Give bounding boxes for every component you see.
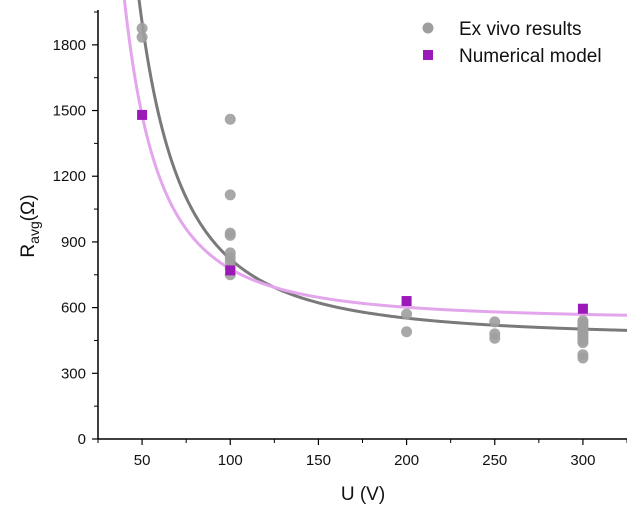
x-tick-label-1: 100 [218,452,243,469]
x-tick-label-5: 300 [570,452,595,469]
y-tick-label-1: 300 [61,365,86,382]
axes [92,10,627,445]
point-ex-vivo-13 [489,316,501,328]
fit-curves [122,0,627,332]
fit-curve-1 [122,0,627,317]
x-tick-label-4: 250 [482,452,507,469]
point-numerical-model-0 [137,109,148,120]
legend-marker-ex-vivo [422,22,434,34]
point-ex-vivo-26 [577,337,589,349]
tick-labels: 50 100 150 200 250 300 0 300 600 900 1200 1500 1800 [53,37,596,469]
y-axis-title-sub: avg [26,221,42,244]
y-tick-label-2: 600 [61,300,86,317]
point-ex-vivo-2 [224,113,236,125]
y-tick-label-3: 900 [61,234,86,251]
y-axis-title-unit: (Ω) [18,194,39,221]
y-tick-label-4: 1200 [53,168,86,185]
legend-marker-numerical-model [423,50,433,60]
fit-curve-0 [137,0,627,332]
point-ex-vivo-11 [401,308,413,320]
legend-box [386,11,626,73]
point-numerical-model-2 [401,296,412,307]
x-tick-label-0: 50 [134,452,151,469]
point-ex-vivo-15 [489,332,501,344]
point-ex-vivo-12 [401,326,413,338]
y-tick-label-0: 0 [78,431,86,448]
legend-label-numerical-model: Numerical model [459,46,602,67]
x-tick-label-3: 200 [394,452,419,469]
point-numerical-model-3 [577,303,588,314]
y-axis-title-main: R [18,244,39,258]
x-axis-title: U (V) [341,484,385,505]
y-axis-title: Ravg(Ω) [18,194,42,257]
point-ex-vivo-28 [577,352,589,364]
y-tick-label-6: 1800 [53,37,86,54]
point-ex-vivo-3 [224,189,236,201]
point-ex-vivo-5 [224,229,236,241]
legend-label-ex-vivo: Ex vivo results [459,19,581,40]
y-tick-label-5: 1500 [53,103,86,120]
point-ex-vivo-0 [136,22,148,34]
data-points [136,22,589,364]
point-numerical-model-1 [225,265,236,276]
x-tick-label-2: 150 [306,452,331,469]
legend: Ex vivo results Numerical model [386,11,626,73]
point-ex-vivo-1 [136,31,148,43]
